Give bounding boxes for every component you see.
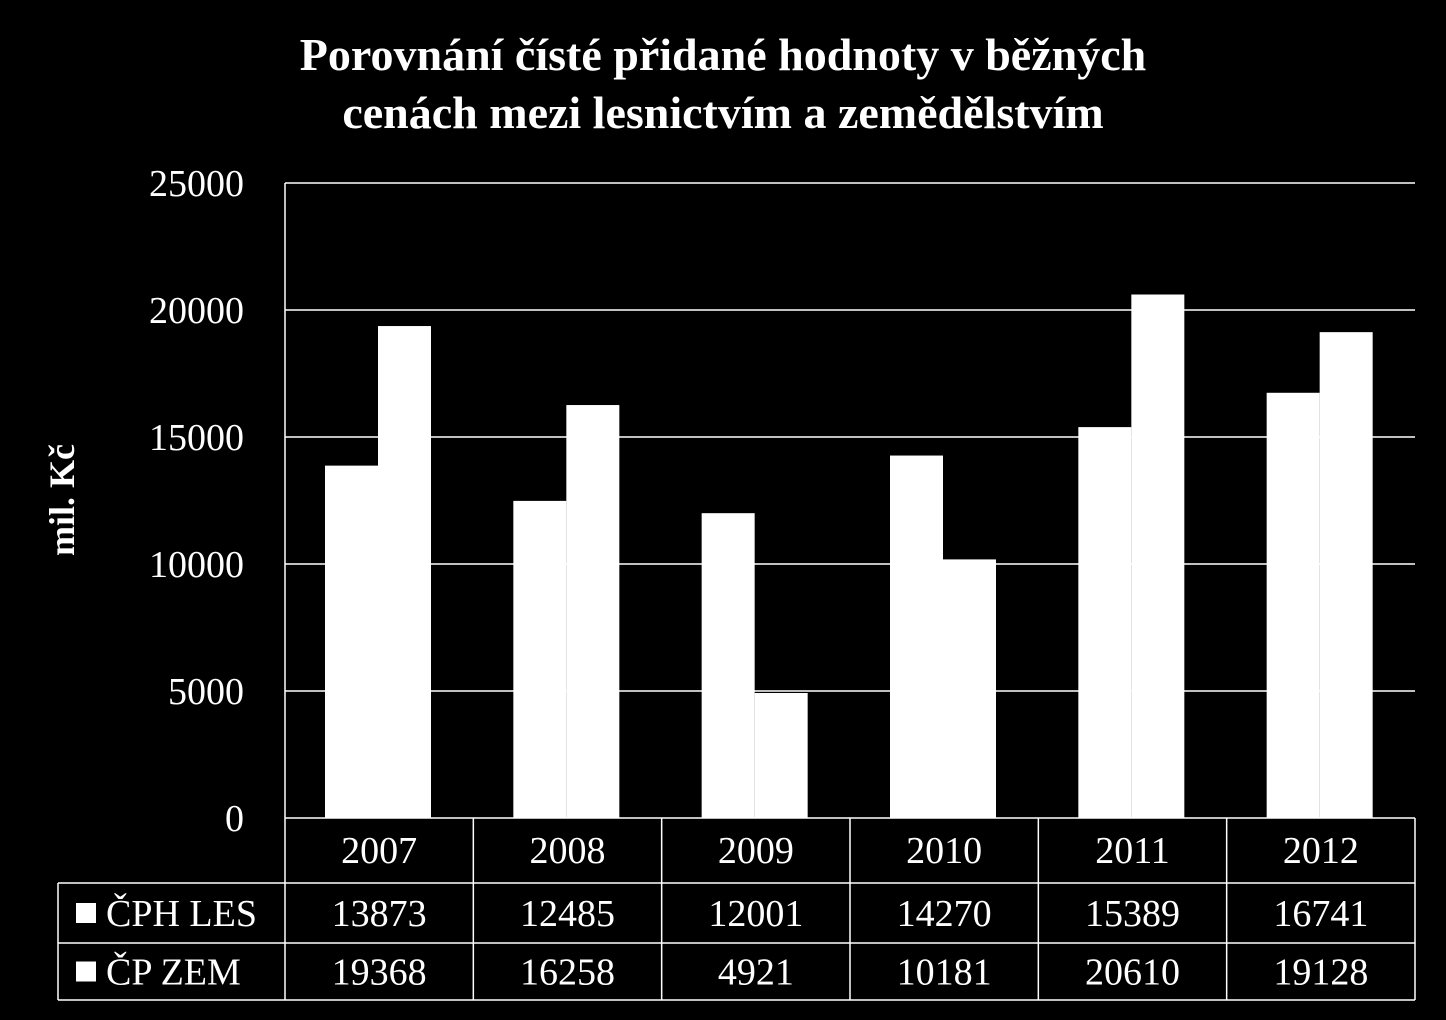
bar-cph-les [513, 500, 567, 818]
table-cell-value: 10181 [897, 952, 992, 994]
y-tick-label: 20000 [149, 290, 244, 332]
table-cell-value: 12001 [708, 893, 803, 935]
bar-cp-zem [1319, 332, 1373, 818]
x-tick-label: 2008 [530, 830, 606, 872]
table-cell-value: 12485 [520, 893, 615, 935]
data-table: 2007 2008 2009 2010 2011 2012 ČPH LES 13873 1248… [57, 817, 1416, 1001]
y-axis-label: mil. Kč [42, 444, 82, 556]
bar-cp-zem [378, 326, 431, 818]
bar-cph-les [1078, 427, 1132, 818]
gridlines [284, 182, 1415, 818]
y-tick-labels: 0 5000 10000 15000 20000 25000 [149, 163, 244, 840]
table-cell-value: 13873 [332, 893, 427, 935]
y-tick-label: 5000 [168, 671, 244, 713]
bar-cp-zem [1131, 294, 1185, 819]
y-tick-label: 10000 [149, 544, 244, 586]
legend-key [76, 903, 96, 923]
x-tick-label: 2011 [1095, 830, 1170, 872]
table-cell-value: 4921 [718, 952, 794, 994]
chart-title: Porovnání čísté přidané hodnoty v běžnýc… [300, 29, 1146, 138]
legend-label: ČP ZEM [106, 952, 241, 994]
x-tick-label: 2010 [906, 830, 982, 872]
bar-cph-les [890, 455, 943, 818]
bar-cp-zem [566, 405, 620, 818]
x-tick-label: 2012 [1283, 830, 1359, 872]
table-cell-value: 19128 [1273, 952, 1368, 994]
table-cell-value: 20610 [1085, 952, 1180, 994]
table-cell-value: 19368 [332, 952, 427, 994]
legend-label: ČPH LES [106, 893, 257, 935]
bar-cph-les [1266, 392, 1320, 818]
table-cell-value: 16258 [520, 952, 615, 994]
legend-key [76, 961, 96, 982]
bar-cp-zem [754, 693, 808, 818]
chart-title-line: cenách mezi lesnictvím a zemědělstvím [342, 87, 1103, 138]
y-tick-label: 15000 [149, 417, 244, 459]
bar-cp-zem [943, 559, 996, 818]
chart-title-line: Porovnání čísté přidané hodnoty v běžnýc… [300, 29, 1146, 80]
bar-cph-les [325, 465, 378, 818]
bar-cph-les [701, 513, 755, 818]
table-cell-value: 14270 [897, 893, 992, 935]
x-tick-label: 2009 [718, 830, 794, 872]
x-tick-label: 2007 [341, 830, 417, 872]
table-cell-value: 15389 [1085, 893, 1180, 935]
y-tick-label: 0 [225, 798, 244, 840]
y-tick-label: 25000 [149, 163, 244, 205]
table-cell-value: 16741 [1273, 893, 1368, 935]
bars [325, 294, 1373, 819]
